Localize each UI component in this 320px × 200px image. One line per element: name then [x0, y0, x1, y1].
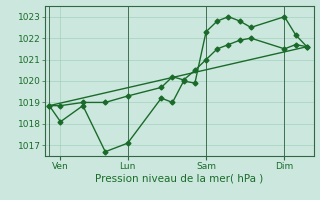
X-axis label: Pression niveau de la mer( hPa ): Pression niveau de la mer( hPa )	[95, 173, 263, 183]
